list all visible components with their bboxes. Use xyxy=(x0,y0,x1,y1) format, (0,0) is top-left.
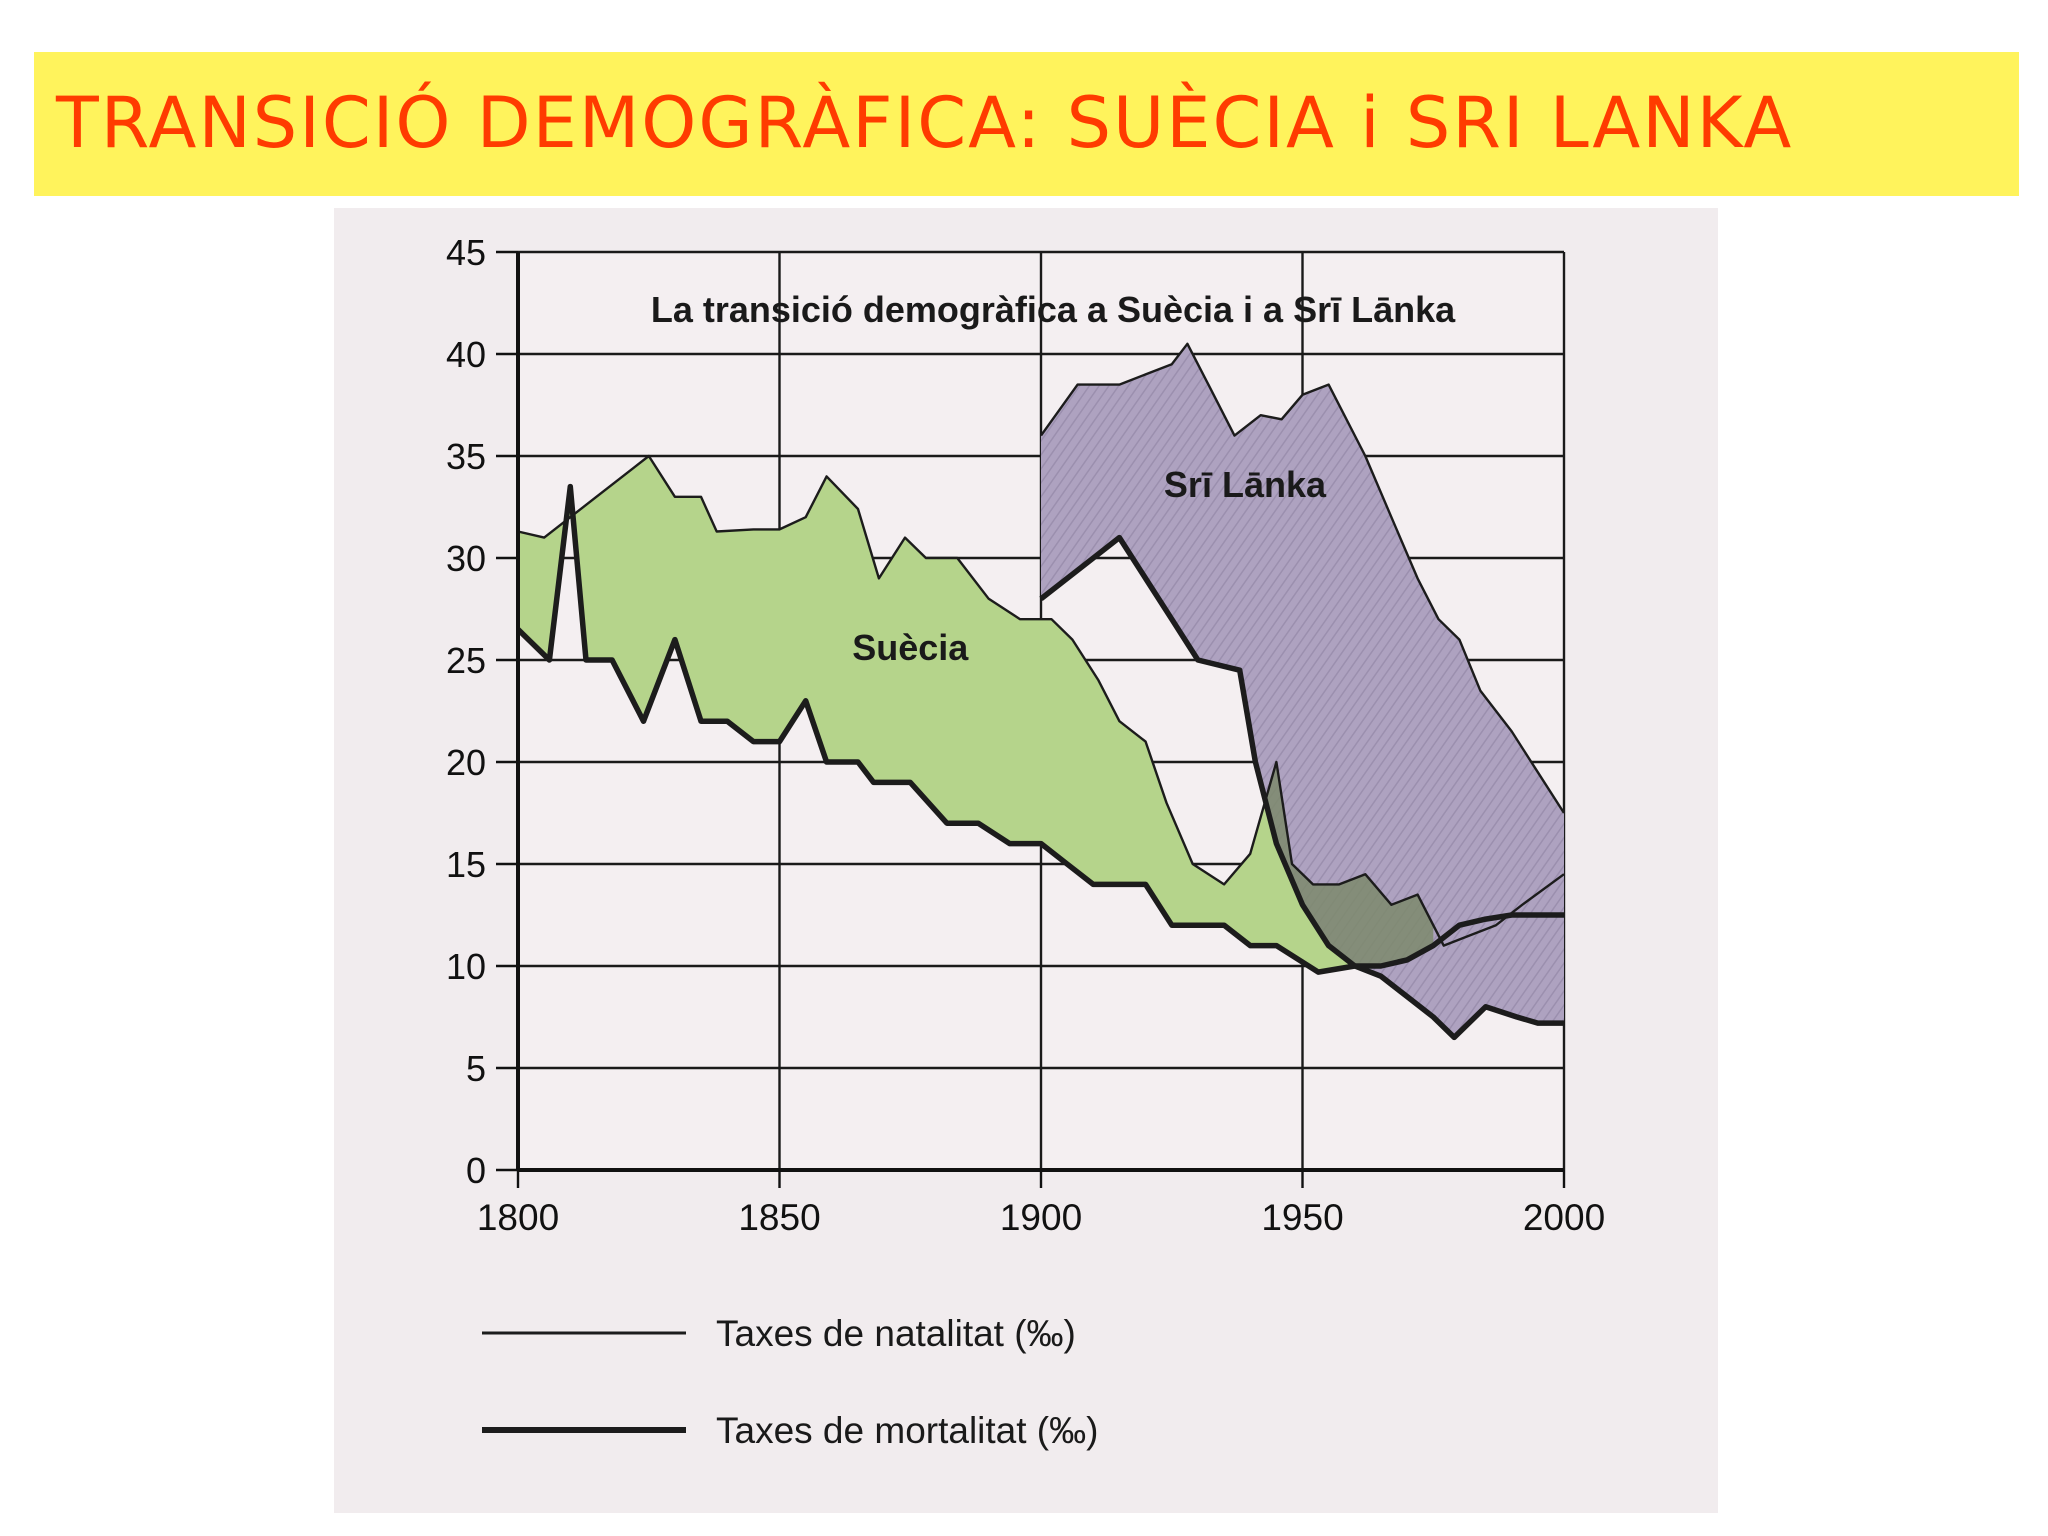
legend-label-natalitat: Taxes de natalitat (‰) xyxy=(716,1313,1076,1354)
axes xyxy=(496,250,1566,1188)
y-tick-label-5: 5 xyxy=(466,1048,486,1089)
y-tick-label-0: 0 xyxy=(466,1150,486,1191)
tick-labels: 0 5 10 15 20 25 30 35 40 45 1800 1850 1900 1950 2000 xyxy=(446,232,1605,1238)
chart-title: La transició demogràfica a Suècia i a Sr… xyxy=(651,289,1456,330)
series-label-sri-lanka: Srī Lānka xyxy=(1164,464,1327,505)
line-birth-suecia xyxy=(517,454,1565,947)
line-birth-sri-lanka xyxy=(1040,342,1566,814)
y-tick-label-40: 40 xyxy=(446,334,486,375)
y-tick-label-10: 10 xyxy=(446,946,486,987)
area-sri-lanka xyxy=(1041,343,1564,1038)
y-tick-label-20: 20 xyxy=(446,742,486,783)
figure-panel: 0 5 10 15 20 25 30 35 40 45 1800 1850 1900 1950 2000 L… xyxy=(334,208,1718,1513)
y-tick-label-15: 15 xyxy=(446,844,486,885)
area-fills xyxy=(518,343,1564,1038)
area-overlap xyxy=(1250,731,1434,966)
chart-labels: La transició demogràfica a Suècia i a Sr… xyxy=(651,289,1456,668)
title-banner: TRANSICIÓ DEMOGRÀFICA: SUÈCIA i SRI LANK… xyxy=(34,52,2019,196)
area-suecia xyxy=(518,456,1564,973)
x-tick-label-2000: 2000 xyxy=(1523,1197,1605,1238)
line-death-suecia xyxy=(516,483,1564,975)
y-tick-label-25: 25 xyxy=(446,640,486,681)
line-death-sri-lanka xyxy=(1039,534,1564,1041)
banner-title: TRANSICIÓ DEMOGRÀFICA: SUÈCIA i SRI LANK… xyxy=(56,82,1794,164)
x-tick-label-1850: 1850 xyxy=(738,1197,820,1238)
series-label-suecia: Suècia xyxy=(852,627,969,668)
y-tick-label-45: 45 xyxy=(446,232,486,273)
x-tick-label-1900: 1900 xyxy=(1000,1197,1082,1238)
y-tick-label-30: 30 xyxy=(446,538,486,579)
legend: Taxes de natalitat (‰) Taxes de mortalita… xyxy=(482,1313,1098,1451)
series-lines xyxy=(516,342,1566,1041)
legend-label-mortalitat: Taxes de mortalitat (‰) xyxy=(716,1410,1098,1451)
y-tick-label-35: 35 xyxy=(446,436,486,477)
x-tick-label-1800: 1800 xyxy=(477,1197,559,1238)
x-tick-label-1950: 1950 xyxy=(1261,1197,1343,1238)
demographic-transition-chart: 0 5 10 15 20 25 30 35 40 45 1800 1850 1900 1950 2000 L… xyxy=(446,232,1605,1451)
